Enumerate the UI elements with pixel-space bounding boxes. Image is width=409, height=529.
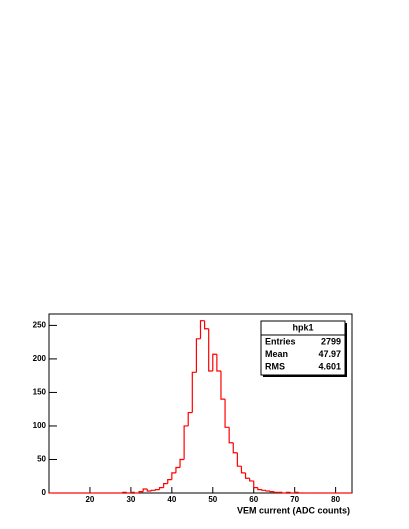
histogram-bin <box>244 472 250 479</box>
histogram-bin <box>232 442 238 454</box>
x-tick-label: 60 <box>249 495 258 504</box>
x-tick-label: 20 <box>85 495 94 504</box>
histogram-bin <box>249 478 254 482</box>
histogram-bin <box>191 371 197 413</box>
y-tick-label: 50 <box>37 455 46 464</box>
y-tick-label: 200 <box>33 354 47 363</box>
histogram-bin <box>199 320 205 339</box>
histogram-bin <box>146 488 152 492</box>
x-tick-label: 30 <box>126 495 135 504</box>
stats-value: 4.601 <box>318 361 341 371</box>
histogram-bin <box>150 489 156 491</box>
histogram-bin <box>240 466 246 474</box>
histogram-bin <box>142 488 148 492</box>
histogram-bin <box>289 492 295 494</box>
histogram-bin <box>228 427 234 444</box>
y-tick-label: 0 <box>42 488 47 497</box>
stats-box: hpk1 Entries 2799 Mean 47.97 RMS 4.601 <box>260 320 347 377</box>
histogram-bin <box>261 489 267 491</box>
y-tick-label: 100 <box>33 421 47 430</box>
stats-title: hpk1 <box>292 322 313 332</box>
histogram-bin <box>269 490 275 493</box>
plot-frame <box>48 313 353 494</box>
histogram-bin <box>203 320 209 330</box>
histogram-bin <box>183 425 189 460</box>
x-tick-label: 70 <box>290 495 299 504</box>
stats-label: Mean <box>265 349 288 359</box>
histogram-bin <box>273 491 279 493</box>
histogram-bin <box>216 354 221 372</box>
histogram-bin <box>175 466 181 473</box>
x-tick-label: 40 <box>167 495 176 504</box>
stats-label: RMS <box>265 361 285 371</box>
histogram-bin <box>126 492 131 494</box>
histogram-bin <box>253 480 258 489</box>
stats-value: 47.97 <box>318 349 341 359</box>
y-tick-label: 250 <box>33 321 47 330</box>
histogram-bin <box>224 399 230 428</box>
histogram-bin <box>220 370 226 400</box>
stats-value: 2799 <box>321 336 341 346</box>
x-tick-label: 50 <box>208 495 217 504</box>
histogram-bin <box>212 353 217 371</box>
histogram-bin <box>298 492 303 494</box>
histogram-bin <box>154 489 160 491</box>
histogram-bin <box>134 492 140 494</box>
histogram-bin <box>158 487 164 490</box>
histogram-bin <box>171 472 176 480</box>
histogram-bin <box>294 491 299 493</box>
histogram-bin <box>187 411 193 426</box>
histogram-bin <box>167 478 172 484</box>
histogram-bin <box>122 491 127 493</box>
stats-label: Entries <box>265 336 296 346</box>
histogram-bin <box>130 491 135 493</box>
histogram-bin <box>285 491 291 493</box>
histogram-bin <box>257 487 262 491</box>
x-tick-label: 80 <box>331 495 340 504</box>
x-axis-label: VEM current (ADC counts) <box>237 505 350 515</box>
histogram-bin <box>179 458 185 468</box>
histogram-bin <box>163 483 168 488</box>
histogram-bin <box>195 338 201 373</box>
histogram-bin <box>138 491 144 493</box>
histogram-bin <box>281 492 287 494</box>
histogram-bin <box>236 452 242 467</box>
y-tick-label: 150 <box>33 388 47 397</box>
histogram-bin <box>208 328 213 372</box>
histogram-bin <box>265 490 271 492</box>
stats-frame <box>260 320 346 376</box>
